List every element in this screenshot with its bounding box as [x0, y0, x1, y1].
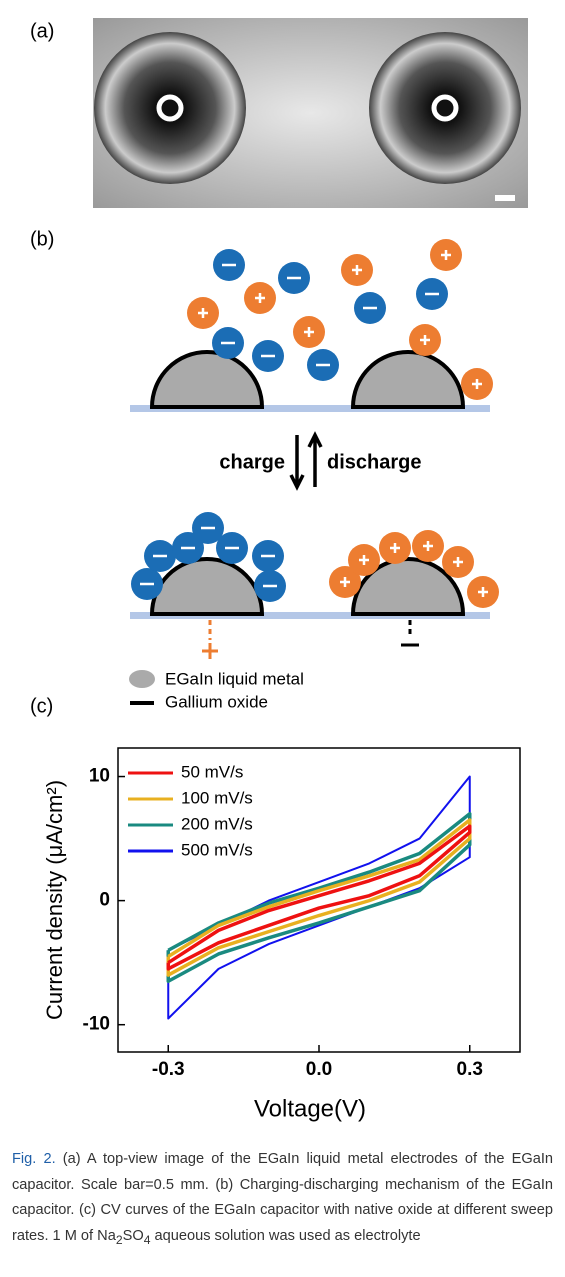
ion-sign [472, 379, 482, 389]
series-line [166, 812, 472, 984]
mechanism-diagram: charge discharge EGaIn liquid metal Gall… [129, 239, 499, 711]
legend-label: 50 mV/s [181, 762, 243, 781]
panel-label: (a) [30, 20, 54, 42]
reflection [156, 94, 184, 122]
subscript: 2 [115, 1232, 123, 1247]
y-tick-label: 10 [89, 766, 110, 787]
ion-sign [352, 265, 362, 275]
figure: (a) (b) charge discharge EGaIn liquid me… [30, 18, 528, 1122]
discharge-label: discharge [327, 451, 421, 473]
legend-label: 200 mV/s [181, 814, 253, 833]
electrode [149, 350, 265, 409]
legend-label: 500 mV/s [181, 840, 253, 859]
ion-sign [255, 293, 265, 303]
electrode-photo [369, 32, 521, 184]
arrow [289, 435, 305, 491]
legend-label: 100 mV/s [181, 788, 253, 807]
legend-swatch [129, 670, 155, 688]
ion-sign [441, 250, 451, 260]
y-tick-label: 0 [99, 890, 110, 911]
ion-sign [420, 335, 430, 345]
ion-sign [453, 557, 463, 567]
legend-text: EGaIn liquid metal [165, 669, 304, 688]
series-line [166, 818, 472, 977]
subscript: 4 [143, 1232, 151, 1247]
figure-label: Fig. 2. [12, 1151, 56, 1167]
substrate [130, 405, 490, 412]
ion-sign [359, 555, 369, 565]
charge-label: charge [219, 451, 285, 473]
panel-label: (c) [30, 695, 53, 717]
ion-sign [304, 327, 314, 337]
y-axis-label: Current density (μA/cm²) [42, 780, 67, 1020]
ion-sign [478, 587, 488, 597]
caption-text: SO [122, 1227, 144, 1244]
legend-text: Gallium oxide [165, 692, 268, 711]
x-axis-label: Voltage(V) [254, 1095, 366, 1122]
x-tick-label: 0.3 [457, 1059, 483, 1080]
caption-text: (a) A top-view image of the EGaIn liquid… [12, 1151, 553, 1244]
arrow [307, 431, 323, 487]
y-tick-label: -10 [83, 1014, 110, 1035]
x-tick-label: -0.3 [152, 1059, 185, 1080]
reflection [431, 94, 459, 122]
x-tick-label: 0.0 [306, 1059, 332, 1080]
series-line [166, 824, 472, 971]
caption-text: aqueous solution was used as electrolyte [150, 1227, 421, 1244]
ion-sign [390, 543, 400, 553]
polarity-plus [202, 643, 218, 659]
ion-sign [423, 541, 433, 551]
electrode-photo [94, 32, 246, 184]
legend-swatch [130, 701, 154, 705]
scale-bar [495, 195, 515, 201]
ion-sign [198, 308, 208, 318]
ion-sign [340, 577, 350, 587]
plot-frame [117, 747, 521, 1053]
series-line [167, 775, 471, 1020]
panel-label: (b) [30, 228, 54, 250]
caption: Fig. 2. (a) A top-view image of the EGaI… [12, 1147, 553, 1253]
substrate [130, 612, 490, 619]
electrode [350, 350, 466, 409]
